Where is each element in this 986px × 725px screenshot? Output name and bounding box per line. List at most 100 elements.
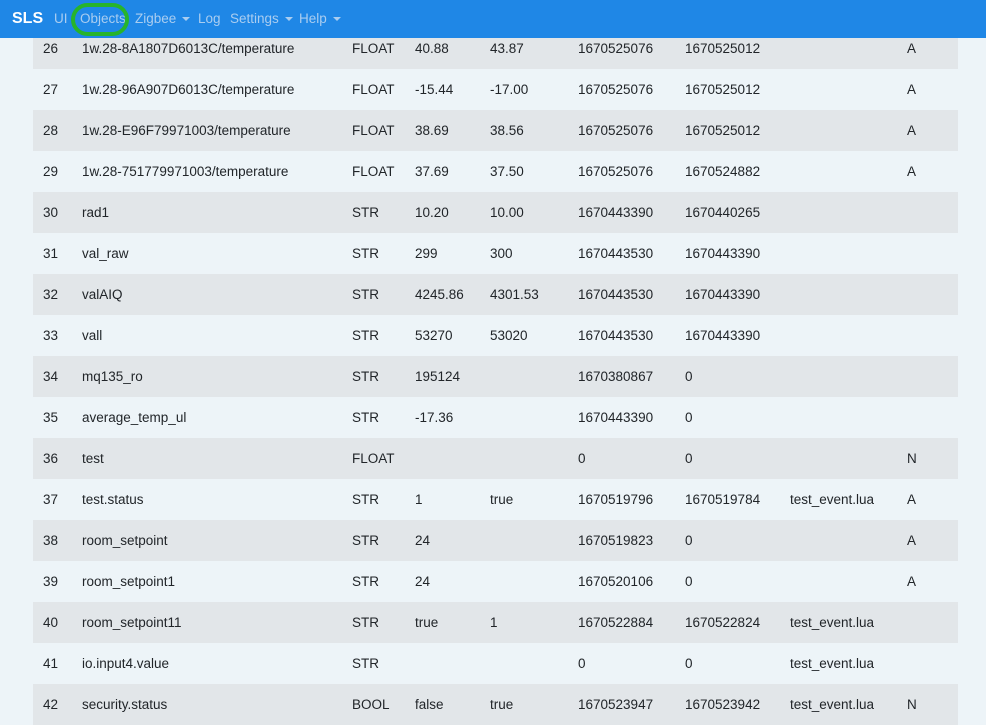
cell-flag: A <box>907 82 917 97</box>
cell-type: FLOAT <box>352 41 395 56</box>
table-row[interactable]: 40 room_setpoint11 STR true 1 1670522884 16705… <box>33 602 958 643</box>
cell-type: STR <box>352 410 379 425</box>
cell-updated: 1670525076 <box>578 41 654 56</box>
cell-prev-value: 43.87 <box>490 41 524 56</box>
cell-name: average_temp_ul <box>82 410 187 425</box>
cell-prev-value: 1 <box>490 615 498 630</box>
cell-prev-updated: 1670522824 <box>685 615 761 630</box>
cell-prev-value: 37.50 <box>490 164 524 179</box>
table-row[interactable]: 38 room_setpoint STR 24 1670519823 0 A <box>33 520 958 561</box>
cell-name: val_raw <box>82 246 129 261</box>
cell-prev-updated: 1670525012 <box>685 123 761 138</box>
cell-type: FLOAT <box>352 82 395 97</box>
table-row[interactable]: 29 1w.28-751779971003/temperature FLOAT 37.… <box>33 151 958 192</box>
navbar: SLS UI Objects Zigbee Log Settings Help <box>0 0 986 38</box>
cell-updated: 1670522884 <box>578 615 654 630</box>
cell-updated: 1670525076 <box>578 82 654 97</box>
cell-index: 28 <box>43 123 59 138</box>
cell-script: test_event.lua <box>790 697 875 712</box>
cell-updated: 1670443390 <box>578 205 654 220</box>
cell-index: 42 <box>43 697 59 712</box>
cell-updated: 0 <box>578 451 586 466</box>
cell-prev-updated: 0 <box>685 369 693 384</box>
cell-prev-updated: 0 <box>685 574 693 589</box>
table-row[interactable]: 41 io.input4.value STR 0 0 test_event.lua <box>33 643 958 684</box>
table-row[interactable]: 36 test FLOAT 0 0 N <box>33 438 958 479</box>
cell-updated: 1670443530 <box>578 246 654 261</box>
table-row[interactable]: 28 1w.28-E96F79971003/temperature FLOAT 38.… <box>33 110 958 151</box>
cell-type: STR <box>352 533 379 548</box>
cell-type: STR <box>352 369 379 384</box>
nav-item-zigbee[interactable]: Zigbee <box>135 0 191 38</box>
cell-name: io.input4.value <box>82 656 170 671</box>
cell-flag: N <box>907 697 917 712</box>
table-row[interactable]: 37 test.status STR 1 true 1670519796 167051978… <box>33 479 958 520</box>
cell-index: 40 <box>43 615 59 630</box>
cell-index: 29 <box>43 164 59 179</box>
cell-name: rad1 <box>82 205 110 220</box>
cell-value: 53270 <box>415 328 453 343</box>
cell-prev-updated: 1670443390 <box>685 287 761 302</box>
cell-script: test_event.lua <box>790 615 875 630</box>
cell-prev-updated: 0 <box>685 533 693 548</box>
cell-prev-updated: 1670525012 <box>685 82 761 97</box>
cell-type: FLOAT <box>352 164 395 179</box>
cell-type: BOOL <box>352 697 390 712</box>
cell-name: 1w.28-751779971003/temperature <box>82 164 289 179</box>
cell-prev-updated: 1670440265 <box>685 205 761 220</box>
cell-type: STR <box>352 246 379 261</box>
table-row[interactable]: 30 rad1 STR 10.20 10.00 1670443390 1670440265 <box>33 192 958 233</box>
cell-index: 33 <box>43 328 59 343</box>
cell-type: STR <box>352 287 379 302</box>
cell-name: vall <box>82 328 103 343</box>
cell-updated: 1670523947 <box>578 697 654 712</box>
cell-prev-value: 300 <box>490 246 513 261</box>
table-row[interactable]: 42 security.status BOOL false true 1670523947… <box>33 684 958 725</box>
cell-type: STR <box>352 205 379 220</box>
cell-updated: 1670443530 <box>578 287 654 302</box>
cell-value: -17.36 <box>415 410 454 425</box>
cell-type: STR <box>352 574 379 589</box>
chevron-down-icon <box>182 17 191 21</box>
cell-updated: 1670519823 <box>578 533 654 548</box>
cell-prev-value: 10.00 <box>490 205 524 220</box>
cell-value: 10.20 <box>415 205 449 220</box>
cell-prev-value: -17.00 <box>490 82 529 97</box>
cell-index: 37 <box>43 492 59 507</box>
cell-index: 31 <box>43 246 59 261</box>
nav-item-ui[interactable]: UI <box>54 11 68 26</box>
cell-value: 37.69 <box>415 164 449 179</box>
table-row[interactable]: 33 vall STR 53270 53020 1670443530 1670443390 <box>33 315 958 356</box>
cell-value: 299 <box>415 246 438 261</box>
cell-type: STR <box>352 492 379 507</box>
table-row[interactable]: 32 valAIQ STR 4245.86 4301.53 1670443530 16704… <box>33 274 958 315</box>
cell-index: 30 <box>43 205 59 220</box>
cell-index: 27 <box>43 82 59 97</box>
cell-updated: 0 <box>578 656 586 671</box>
table-row[interactable]: 35 average_temp_ul STR -17.36 1670443390 0 <box>33 397 958 438</box>
cell-prev-updated: 0 <box>685 410 693 425</box>
cell-type: STR <box>352 656 379 671</box>
cell-name: valAIQ <box>82 287 123 302</box>
cell-script: test_event.lua <box>790 492 875 507</box>
table-row[interactable]: 39 room_setpoint1 STR 24 1670520106 0 A <box>33 561 958 602</box>
navbar-brand[interactable]: SLS <box>12 10 44 27</box>
cell-name: test.status <box>82 492 144 507</box>
cell-value: 24 <box>415 533 431 548</box>
table-row[interactable]: 27 1w.28-96A907D6013C/temperature FLOAT -15… <box>33 69 958 110</box>
cell-index: 34 <box>43 369 59 384</box>
cell-flag: N <box>907 451 917 466</box>
table-row[interactable]: 31 val_raw STR 299 300 1670443530 1670443390 <box>33 233 958 274</box>
cell-type: FLOAT <box>352 451 395 466</box>
nav-item-log[interactable]: Log <box>198 11 221 26</box>
cell-prev-value: 53020 <box>490 328 528 343</box>
nav-item-help[interactable]: Help <box>299 0 341 38</box>
cell-name: room_setpoint1 <box>82 574 176 589</box>
nav-item-settings[interactable]: Settings <box>230 0 293 38</box>
cell-flag: A <box>907 492 917 507</box>
cell-value: 40.88 <box>415 41 449 56</box>
nav-item-objects[interactable]: Objects <box>80 11 126 26</box>
table-row[interactable]: 34 mq135_ro STR 195124 1670380867 0 <box>33 356 958 397</box>
cell-prev-updated: 1670443390 <box>685 328 761 343</box>
cell-prev-value: 4301.53 <box>490 287 539 302</box>
